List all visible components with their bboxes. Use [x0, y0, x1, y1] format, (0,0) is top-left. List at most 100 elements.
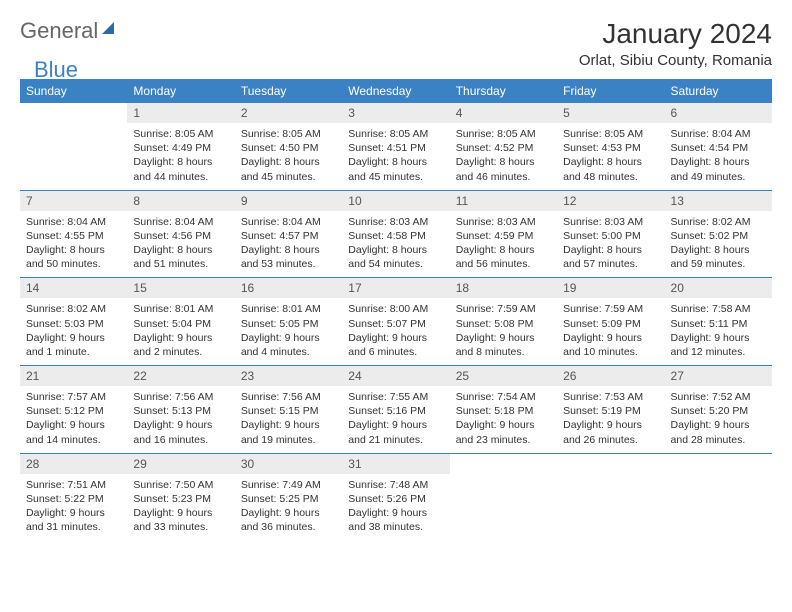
sunrise-line: Sunrise: 7:58 AM — [671, 302, 766, 316]
sunrise-line: Sunrise: 7:49 AM — [241, 478, 336, 492]
daylight-line: Daylight: 9 hours and 36 minutes. — [241, 506, 336, 534]
calendar-cell: 29Sunrise: 7:50 AMSunset: 5:23 PMDayligh… — [127, 453, 234, 540]
sunrise-line: Sunrise: 8:03 AM — [348, 215, 443, 229]
daylight-line: Daylight: 8 hours and 51 minutes. — [133, 243, 228, 271]
sunset-line: Sunset: 5:09 PM — [563, 317, 658, 331]
sunrise-line: Sunrise: 8:00 AM — [348, 302, 443, 316]
calendar-cell: 24Sunrise: 7:55 AMSunset: 5:16 PMDayligh… — [342, 366, 449, 454]
daylight-line: Daylight: 9 hours and 1 minute. — [26, 331, 121, 359]
daylight-line: Daylight: 9 hours and 16 minutes. — [133, 418, 228, 446]
sunrise-line: Sunrise: 8:04 AM — [133, 215, 228, 229]
day-details: Sunrise: 8:03 AMSunset: 4:58 PMDaylight:… — [342, 211, 449, 278]
day-number: 31 — [342, 454, 449, 474]
day-number: 16 — [235, 278, 342, 298]
calendar-cell: 23Sunrise: 7:56 AMSunset: 5:15 PMDayligh… — [235, 366, 342, 454]
day-number: 11 — [450, 191, 557, 211]
daylight-line: Daylight: 9 hours and 31 minutes. — [26, 506, 121, 534]
day-details: Sunrise: 8:05 AMSunset: 4:49 PMDaylight:… — [127, 123, 234, 190]
sunset-line: Sunset: 5:20 PM — [671, 404, 766, 418]
daylight-line: Daylight: 9 hours and 21 minutes. — [348, 418, 443, 446]
daylight-line: Daylight: 9 hours and 28 minutes. — [671, 418, 766, 446]
calendar-cell: 21Sunrise: 7:57 AMSunset: 5:12 PMDayligh… — [20, 366, 127, 454]
sunset-line: Sunset: 4:58 PM — [348, 229, 443, 243]
day-number: 23 — [235, 366, 342, 386]
sunset-line: Sunset: 5:13 PM — [133, 404, 228, 418]
calendar-cell: 3Sunrise: 8:05 AMSunset: 4:51 PMDaylight… — [342, 103, 449, 190]
sunset-line: Sunset: 5:07 PM — [348, 317, 443, 331]
sunset-line: Sunset: 5:23 PM — [133, 492, 228, 506]
daylight-line: Daylight: 9 hours and 4 minutes. — [241, 331, 336, 359]
sunset-line: Sunset: 5:15 PM — [241, 404, 336, 418]
daylight-line: Daylight: 9 hours and 8 minutes. — [456, 331, 551, 359]
day-details: Sunrise: 7:59 AMSunset: 5:08 PMDaylight:… — [450, 298, 557, 365]
day-details: Sunrise: 7:56 AMSunset: 5:13 PMDaylight:… — [127, 386, 234, 453]
sunrise-line: Sunrise: 8:03 AM — [456, 215, 551, 229]
sunrise-line: Sunrise: 8:04 AM — [671, 127, 766, 141]
day-details: Sunrise: 8:00 AMSunset: 5:07 PMDaylight:… — [342, 298, 449, 365]
day-details: Sunrise: 8:04 AMSunset: 4:56 PMDaylight:… — [127, 211, 234, 278]
day-number: 14 — [20, 278, 127, 298]
calendar-cell: 25Sunrise: 7:54 AMSunset: 5:18 PMDayligh… — [450, 366, 557, 454]
calendar-cell: 15Sunrise: 8:01 AMSunset: 5:04 PMDayligh… — [127, 278, 234, 366]
day-details: Sunrise: 7:51 AMSunset: 5:22 PMDaylight:… — [20, 474, 127, 541]
title-block: January 2024 Orlat, Sibiu County, Romani… — [579, 18, 772, 69]
sunrise-line: Sunrise: 7:59 AM — [456, 302, 551, 316]
weekday-header: Thursday — [450, 79, 557, 103]
day-details: Sunrise: 7:59 AMSunset: 5:09 PMDaylight:… — [557, 298, 664, 365]
calendar-week: 7 Sunrise: 8:04 AM Sunset: 4:55 PM Daylight… — [20, 190, 772, 278]
day-details: Sunrise: 7:58 AMSunset: 5:11 PMDaylight:… — [665, 298, 772, 365]
day-number: 7 — [20, 191, 127, 211]
calendar-cell: 18Sunrise: 7:59 AMSunset: 5:08 PMDayligh… — [450, 278, 557, 366]
logo: General — [20, 18, 120, 44]
calendar-cell: 16Sunrise: 8:01 AMSunset: 5:05 PMDayligh… — [235, 278, 342, 366]
sunset-line: Sunset: 4:51 PM — [348, 141, 443, 155]
sunrise-line: Sunrise: 7:52 AM — [671, 390, 766, 404]
calendar-week: 1Sunrise: 8:05 AMSunset: 4:49 PMDaylight… — [20, 103, 772, 190]
day-details: Sunrise: 7:57 AMSunset: 5:12 PMDaylight:… — [20, 386, 127, 453]
day-details: Sunrise: 8:04 AMSunset: 4:57 PMDaylight:… — [235, 211, 342, 278]
day-details: Sunrise: 8:05 AMSunset: 4:53 PMDaylight:… — [557, 123, 664, 190]
sunset-line: Sunset: 5:22 PM — [26, 492, 121, 506]
sunset-line: Sunset: 5:05 PM — [241, 317, 336, 331]
day-number: 6 — [665, 103, 772, 123]
day-details: Sunrise: 8:03 AMSunset: 4:59 PMDaylight:… — [450, 211, 557, 278]
day-number: 17 — [342, 278, 449, 298]
calendar-cell: 2Sunrise: 8:05 AMSunset: 4:50 PMDaylight… — [235, 103, 342, 190]
sunrise-line: Sunrise: 8:05 AM — [456, 127, 551, 141]
sunset-line: Sunset: 5:16 PM — [348, 404, 443, 418]
daylight-line: Daylight: 9 hours and 38 minutes. — [348, 506, 443, 534]
daylight-line: Daylight: 8 hours and 45 minutes. — [348, 155, 443, 183]
sunset-line: Sunset: 5:11 PM — [671, 317, 766, 331]
calendar-cell: 28Sunrise: 7:51 AMSunset: 5:22 PMDayligh… — [20, 453, 127, 540]
day-details: Sunrise: 8:05 AMSunset: 4:52 PMDaylight:… — [450, 123, 557, 190]
sunrise-line: Sunrise: 7:51 AM — [26, 478, 121, 492]
calendar-cell: 12Sunrise: 8:03 AMSunset: 5:00 PMDayligh… — [557, 190, 664, 278]
sunset-line: Sunset: 4:57 PM — [241, 229, 336, 243]
sunset-line: Sunset: 4:55 PM — [26, 229, 121, 243]
calendar-cell: 8Sunrise: 8:04 AMSunset: 4:56 PMDaylight… — [127, 190, 234, 278]
daylight-line: Daylight: 8 hours and 48 minutes. — [563, 155, 658, 183]
daylight-line: Daylight: 8 hours and 53 minutes. — [241, 243, 336, 271]
day-details: Sunrise: 8:01 AMSunset: 5:04 PMDaylight:… — [127, 298, 234, 365]
day-details: Sunrise: 7:49 AMSunset: 5:25 PMDaylight:… — [235, 474, 342, 541]
daylight-line: Daylight: 9 hours and 23 minutes. — [456, 418, 551, 446]
calendar-cell: 27Sunrise: 7:52 AMSunset: 5:20 PMDayligh… — [665, 366, 772, 454]
sunrise-line: Sunrise: 7:56 AM — [133, 390, 228, 404]
day-details: Sunrise: 8:02 AMSunset: 5:02 PMDaylight:… — [665, 211, 772, 278]
day-number: 13 — [665, 191, 772, 211]
daylight-line: Daylight: 8 hours and 59 minutes. — [671, 243, 766, 271]
sunrise-line: Sunrise: 8:05 AM — [133, 127, 228, 141]
sunrise-line: Sunrise: 8:05 AM — [563, 127, 658, 141]
sunrise-line: Sunrise: 8:02 AM — [671, 215, 766, 229]
sunset-line: Sunset: 5:25 PM — [241, 492, 336, 506]
daylight-line: Daylight: 9 hours and 14 minutes. — [26, 418, 121, 446]
day-details: Sunrise: 8:05 AMSunset: 4:50 PMDaylight:… — [235, 123, 342, 190]
day-number: 10 — [342, 191, 449, 211]
daylight-line: Daylight: 9 hours and 6 minutes. — [348, 331, 443, 359]
calendar-cell: 5Sunrise: 8:05 AMSunset: 4:53 PMDaylight… — [557, 103, 664, 190]
day-details: Sunrise: 7:53 AMSunset: 5:19 PMDaylight:… — [557, 386, 664, 453]
daylight-line: Daylight: 8 hours and 46 minutes. — [456, 155, 551, 183]
sunset-line: Sunset: 5:26 PM — [348, 492, 443, 506]
weekday-header: Saturday — [665, 79, 772, 103]
sunset-line: Sunset: 5:08 PM — [456, 317, 551, 331]
